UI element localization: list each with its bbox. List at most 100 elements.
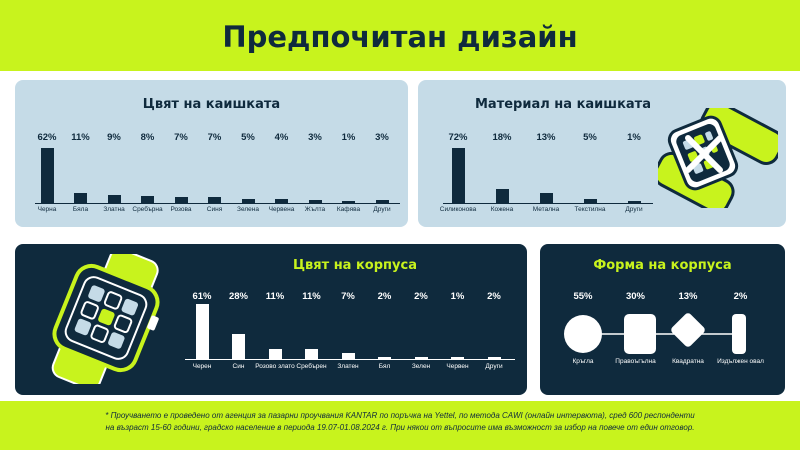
data-label: 11% <box>302 291 321 302</box>
data-label: 72% <box>448 132 468 143</box>
data-label: 28% <box>228 291 248 302</box>
bar <box>74 193 87 203</box>
bar <box>40 148 54 203</box>
category-label: Други <box>485 363 503 370</box>
footnote-line-1: * Проучването е проведено от агенция за … <box>105 411 695 420</box>
case-shapes-illustration <box>564 313 746 354</box>
smartwatch-icon <box>51 254 160 384</box>
bar <box>232 333 245 359</box>
bar <box>375 200 389 203</box>
data-label: 2% <box>487 291 501 302</box>
category-label: Метална <box>532 206 560 213</box>
data-label: 62% <box>37 132 57 143</box>
bar <box>174 196 188 203</box>
strap-material-panel: Материал на каишката 72% Силиконова 18% Кож… <box>418 80 786 227</box>
footnote: * Проучването е проведено от агенция за … <box>0 410 800 434</box>
data-label: 13% <box>678 291 698 302</box>
data-label: 11% <box>265 291 285 302</box>
case-color-panel: Цвят на корпуса 61% Черен 28% Син 11% Розово … <box>15 244 527 395</box>
data-label: 1% <box>627 132 641 143</box>
category-label: Бяла <box>72 206 89 213</box>
category-label: Издължен овал <box>717 358 764 365</box>
category-label: Квадратна <box>672 358 704 365</box>
data-label: 8% <box>140 132 155 143</box>
bar <box>451 148 465 203</box>
bar <box>627 201 641 203</box>
category-label: Червена <box>268 206 295 213</box>
round-shape-icon <box>564 315 602 353</box>
data-label: 30% <box>625 291 645 302</box>
data-label: 5% <box>583 132 597 143</box>
bar <box>495 189 509 203</box>
data-label: 5% <box>241 132 255 143</box>
data-label: 55% <box>573 291 593 302</box>
bar <box>341 352 355 359</box>
category-label: Зелен <box>411 363 431 370</box>
bar <box>107 195 121 203</box>
category-label: Червен <box>446 363 469 370</box>
category-label: Зелена <box>237 206 259 213</box>
oval-shape-icon <box>732 314 746 354</box>
case-color-title: Цвят на корпуса <box>293 258 417 273</box>
bar <box>208 196 221 203</box>
category-label: Синя <box>206 206 223 213</box>
data-label: 1% <box>450 291 465 302</box>
bar <box>378 357 391 359</box>
bar <box>241 198 255 203</box>
category-label: Кожена <box>490 206 514 213</box>
category-label: Силиконова <box>439 206 477 213</box>
category-label: Розово злато <box>255 363 295 370</box>
strap-color-panel: Цвят на каишката 62% Черна 11% Бяла 9% Златна… <box>15 80 408 227</box>
category-label: Жълта <box>304 206 326 213</box>
data-label: 13% <box>536 132 556 143</box>
category-label: Златна <box>103 206 125 213</box>
category-label: Златен <box>337 363 359 370</box>
baseline <box>443 203 653 204</box>
bar <box>195 304 209 359</box>
title-band: Предпочитан дизайн <box>0 12 800 62</box>
case-shape-panel: Форма на корпуса 55% Кръгла 30% Правоъгълна… <box>540 244 785 395</box>
square-shape-icon <box>671 313 705 347</box>
data-label: 61% <box>192 291 212 302</box>
data-label: 7% <box>207 132 222 143</box>
bar <box>268 349 282 359</box>
bar <box>451 357 464 359</box>
data-label: 3% <box>375 132 389 143</box>
category-label: Правоъгълна <box>615 358 656 365</box>
watch-bands-icon <box>658 108 778 208</box>
category-label: Сребърен <box>296 363 327 370</box>
bar <box>308 200 322 203</box>
bar <box>414 357 428 359</box>
data-label: 2% <box>733 291 748 302</box>
category-label: Розова <box>170 206 192 213</box>
bar <box>275 199 288 203</box>
baseline <box>35 203 400 204</box>
bar <box>539 193 553 203</box>
page-title: Предпочитан дизайн <box>222 20 578 54</box>
category-label: Кафява <box>336 206 361 213</box>
rectangular-shape-icon <box>624 314 656 354</box>
data-label: 1% <box>341 132 356 143</box>
data-label: 7% <box>174 132 188 143</box>
category-label: Сребърна <box>132 206 163 213</box>
strap-material-title: Материал на каишката <box>475 97 651 112</box>
category-label: Черен <box>192 363 212 370</box>
bar <box>583 199 597 203</box>
category-label: Други <box>625 206 643 213</box>
case-shape-title: Форма на корпуса <box>593 258 732 273</box>
category-label: Син <box>232 363 245 370</box>
data-label: 18% <box>492 132 512 143</box>
strap-color-title: Цвят на каишката <box>142 97 281 112</box>
data-label: 3% <box>308 132 322 143</box>
bar <box>342 201 355 203</box>
data-label: 9% <box>107 132 121 143</box>
data-label: 2% <box>414 291 428 302</box>
bar <box>141 195 154 203</box>
category-label: Бял <box>378 363 391 370</box>
footnote-line-2: на възраст 15-60 години, градско населен… <box>105 423 695 432</box>
category-label: Текстилна <box>574 206 606 213</box>
category-label: Черна <box>37 206 57 213</box>
baseline <box>185 359 515 360</box>
bar <box>305 349 318 359</box>
data-label: 2% <box>377 291 392 302</box>
